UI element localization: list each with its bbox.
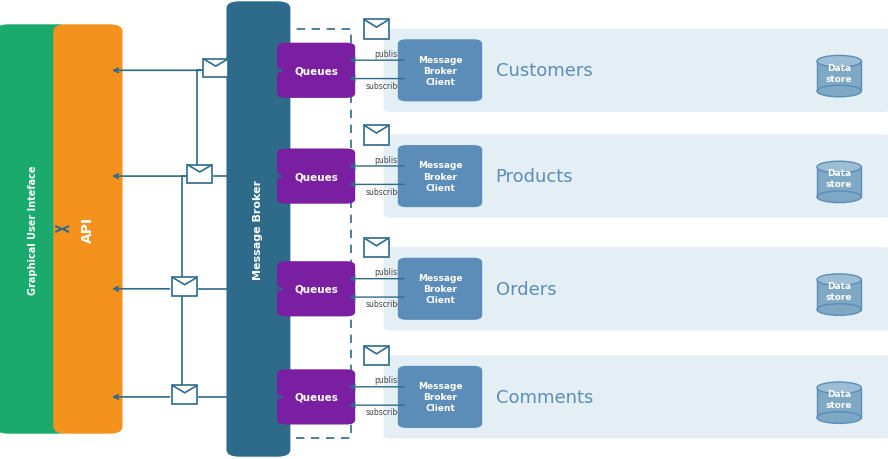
Bar xyxy=(364,21,389,40)
Ellipse shape xyxy=(817,56,861,68)
Text: Orders: Orders xyxy=(496,280,556,298)
Bar xyxy=(203,60,228,78)
Text: Data
store: Data store xyxy=(826,63,852,84)
Text: Message
Broker
Client: Message Broker Client xyxy=(417,381,463,413)
Ellipse shape xyxy=(817,86,861,98)
Bar xyxy=(364,126,389,145)
FancyBboxPatch shape xyxy=(398,40,482,102)
FancyBboxPatch shape xyxy=(384,30,888,113)
Bar xyxy=(817,62,861,92)
Text: Queues: Queues xyxy=(294,66,338,76)
FancyBboxPatch shape xyxy=(384,135,888,218)
Bar xyxy=(817,168,861,197)
Text: Graphical User Inteface: Graphical User Inteface xyxy=(28,165,38,294)
Text: subscribe: subscribe xyxy=(365,408,402,417)
Text: subscribe: subscribe xyxy=(365,187,402,196)
FancyBboxPatch shape xyxy=(277,149,355,204)
Bar xyxy=(364,239,389,258)
Text: publish: publish xyxy=(374,50,402,59)
Ellipse shape xyxy=(817,191,861,203)
Ellipse shape xyxy=(817,274,861,286)
FancyBboxPatch shape xyxy=(277,44,355,99)
FancyBboxPatch shape xyxy=(277,262,355,317)
Text: subscribe: subscribe xyxy=(365,82,402,91)
Text: API: API xyxy=(81,217,95,242)
Bar xyxy=(172,278,197,296)
Text: Products: Products xyxy=(496,168,573,186)
Text: Data
store: Data store xyxy=(826,281,852,302)
Ellipse shape xyxy=(817,382,861,394)
FancyBboxPatch shape xyxy=(226,2,290,457)
Text: Data
store: Data store xyxy=(826,389,852,409)
Text: publish: publish xyxy=(374,375,402,385)
FancyBboxPatch shape xyxy=(0,25,71,434)
Text: Queues: Queues xyxy=(294,284,338,294)
Text: Message
Broker
Client: Message Broker Client xyxy=(417,274,463,305)
Bar xyxy=(364,346,389,365)
FancyBboxPatch shape xyxy=(53,25,123,434)
FancyBboxPatch shape xyxy=(398,146,482,207)
FancyBboxPatch shape xyxy=(398,258,482,320)
Bar xyxy=(817,280,861,310)
Text: Message Broker: Message Broker xyxy=(253,179,264,280)
Text: Queues: Queues xyxy=(294,172,338,182)
Text: subscribe: subscribe xyxy=(365,300,402,309)
Text: Message
Broker
Client: Message Broker Client xyxy=(417,161,463,192)
Text: Customers: Customers xyxy=(496,62,592,80)
FancyBboxPatch shape xyxy=(384,355,888,439)
Text: Queues: Queues xyxy=(294,392,338,402)
Bar xyxy=(187,165,212,184)
Ellipse shape xyxy=(817,162,861,174)
Text: publish: publish xyxy=(374,268,402,277)
FancyBboxPatch shape xyxy=(398,366,482,428)
Bar xyxy=(281,30,351,438)
FancyBboxPatch shape xyxy=(277,369,355,425)
Text: publish: publish xyxy=(374,155,402,164)
Text: Data
store: Data store xyxy=(826,169,852,189)
Ellipse shape xyxy=(817,304,861,316)
Text: Message
Broker
Client: Message Broker Client xyxy=(417,56,463,87)
Bar xyxy=(172,386,197,404)
Ellipse shape xyxy=(817,412,861,424)
FancyBboxPatch shape xyxy=(384,248,888,330)
Text: Comments: Comments xyxy=(496,388,593,406)
Bar xyxy=(817,388,861,418)
